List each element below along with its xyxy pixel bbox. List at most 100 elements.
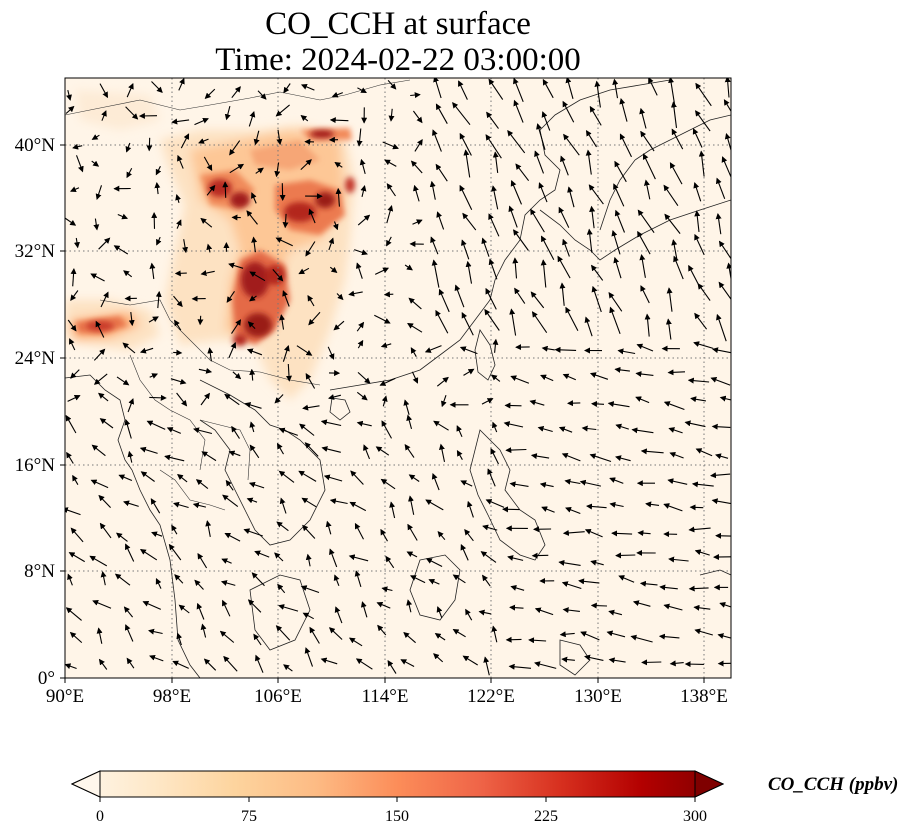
wind-vector-arrow (668, 427, 683, 434)
wind-vector-arrow (98, 237, 111, 250)
wind-vector-arrow (276, 129, 283, 146)
wind-vector-arrow (99, 522, 112, 539)
wind-vector-arrow (73, 237, 80, 249)
wind-vector-arrow (376, 601, 391, 609)
wind-vector-arrow (710, 377, 731, 386)
wind-vector-arrow (607, 401, 630, 408)
wind-vector-arrow (282, 213, 289, 229)
wind-vector-arrow (375, 446, 390, 456)
wind-vector-arrow (357, 371, 371, 384)
wind-vector-arrow (637, 230, 651, 255)
wind-vector-arrow (116, 532, 128, 542)
wind-vector-arrow (334, 161, 343, 168)
wind-vector-arrow (413, 184, 420, 202)
wind-vector-arrow (228, 262, 244, 269)
wind-vector-arrow (249, 444, 260, 459)
wind-vector-arrow (65, 217, 77, 226)
wind-vector-arrow (125, 106, 139, 120)
wind-vector-arrow (508, 205, 518, 228)
wind-vector-arrow (300, 159, 312, 171)
wind-vector-arrow (204, 88, 216, 99)
wind-vector-arrow (503, 421, 524, 428)
wind-vector-arrow (611, 530, 633, 537)
wind-vector-arrow (541, 111, 551, 131)
wind-vector-arrow (435, 103, 448, 124)
colorbar-bar (70, 770, 725, 798)
wind-vector-arrow (510, 585, 525, 591)
wind-vector-arrow (151, 531, 163, 538)
wind-vector-arrow (168, 543, 182, 561)
colorbar-tick-label: 225 (534, 808, 558, 825)
wind-vector-arrow (274, 552, 284, 562)
wind-vector-arrow (91, 160, 100, 167)
wind-vector-arrow (309, 626, 320, 644)
wind-vector-arrow (255, 167, 264, 174)
wind-vector-arrow (487, 468, 496, 487)
wind-vector-arrow (403, 399, 410, 415)
lon-tick-label: 106°E (254, 686, 302, 707)
wind-vector-arrow (691, 481, 714, 488)
wind-vector-arrow (481, 237, 490, 257)
colorbar-tick-label: 75 (241, 808, 257, 825)
wind-vector-arrow (482, 574, 491, 587)
wind-vector-arrow (65, 105, 75, 114)
map-frame (64, 77, 732, 679)
wind-vector-arrow (542, 78, 554, 99)
wind-vector-arrow (151, 81, 163, 94)
wind-vector-arrow (283, 664, 293, 672)
wind-vector-arrow (584, 316, 593, 337)
wind-vector-arrow (331, 91, 343, 98)
wind-vector-arrow (541, 235, 555, 260)
wind-vector-arrow (389, 501, 396, 519)
wind-vector-arrow (118, 474, 133, 482)
wind-vector-arrow (410, 347, 417, 357)
wind-vector-arrow (360, 185, 367, 198)
wind-vector-arrow (96, 627, 103, 644)
wind-vector-arrow (374, 267, 390, 275)
wind-vector-arrow (66, 89, 72, 101)
wind-vector-arrow (173, 501, 189, 509)
wind-vector-arrow (149, 394, 167, 401)
wind-vector-arrow (247, 599, 262, 613)
wind-vector-arrow (251, 192, 257, 204)
wind-vector-arrow (711, 423, 731, 430)
wind-vector-arrow (433, 653, 444, 663)
wind-vector-arrow (407, 322, 423, 333)
colorbar-extend-min (70, 770, 101, 798)
wind-vector-arrow (608, 609, 623, 616)
wind-vector-arrow (486, 111, 499, 129)
wind-vector-arrow (325, 520, 332, 535)
wind-vector-arrow (490, 448, 499, 465)
wind-vector-arrow (381, 586, 393, 593)
wind-vector-arrow (274, 162, 281, 178)
wind-vector-arrow (379, 377, 396, 386)
wind-vector-arrow (329, 498, 348, 505)
wind-vector-arrow (608, 657, 626, 664)
wind-vector-arrow (436, 606, 443, 618)
wind-vector-arrow (693, 341, 714, 349)
wind-vector-arrow (637, 530, 651, 537)
wind-vector-arrow (348, 637, 363, 647)
wind-vector-arrow (612, 78, 619, 99)
wind-vector-arrow (614, 160, 627, 183)
map-panel (65, 78, 731, 678)
wind-vector-arrow (114, 573, 131, 586)
wind-vector-arrow (505, 636, 522, 643)
wind-vector-arrow (149, 654, 164, 662)
wind-vector-arrow (557, 255, 571, 279)
wind-vector-arrow (461, 239, 470, 260)
wind-vector-arrow (541, 345, 555, 352)
wind-vector-arrow (282, 290, 290, 307)
wind-vector-arrow (192, 502, 207, 509)
wind-vector-arrow (65, 507, 81, 516)
wind-vector-arrow (98, 494, 111, 508)
wind-vector-arrow (387, 660, 397, 674)
wind-vector-arrow (70, 527, 84, 543)
wind-vector-arrow (565, 306, 579, 332)
wind-vector-arrow (591, 264, 604, 281)
wind-vector-arrow (615, 455, 631, 462)
wind-vector-arrow (148, 316, 159, 323)
wind-vector-arrow (462, 655, 478, 666)
wind-vector-arrow (710, 472, 731, 479)
wind-vector-arrow (304, 442, 319, 457)
